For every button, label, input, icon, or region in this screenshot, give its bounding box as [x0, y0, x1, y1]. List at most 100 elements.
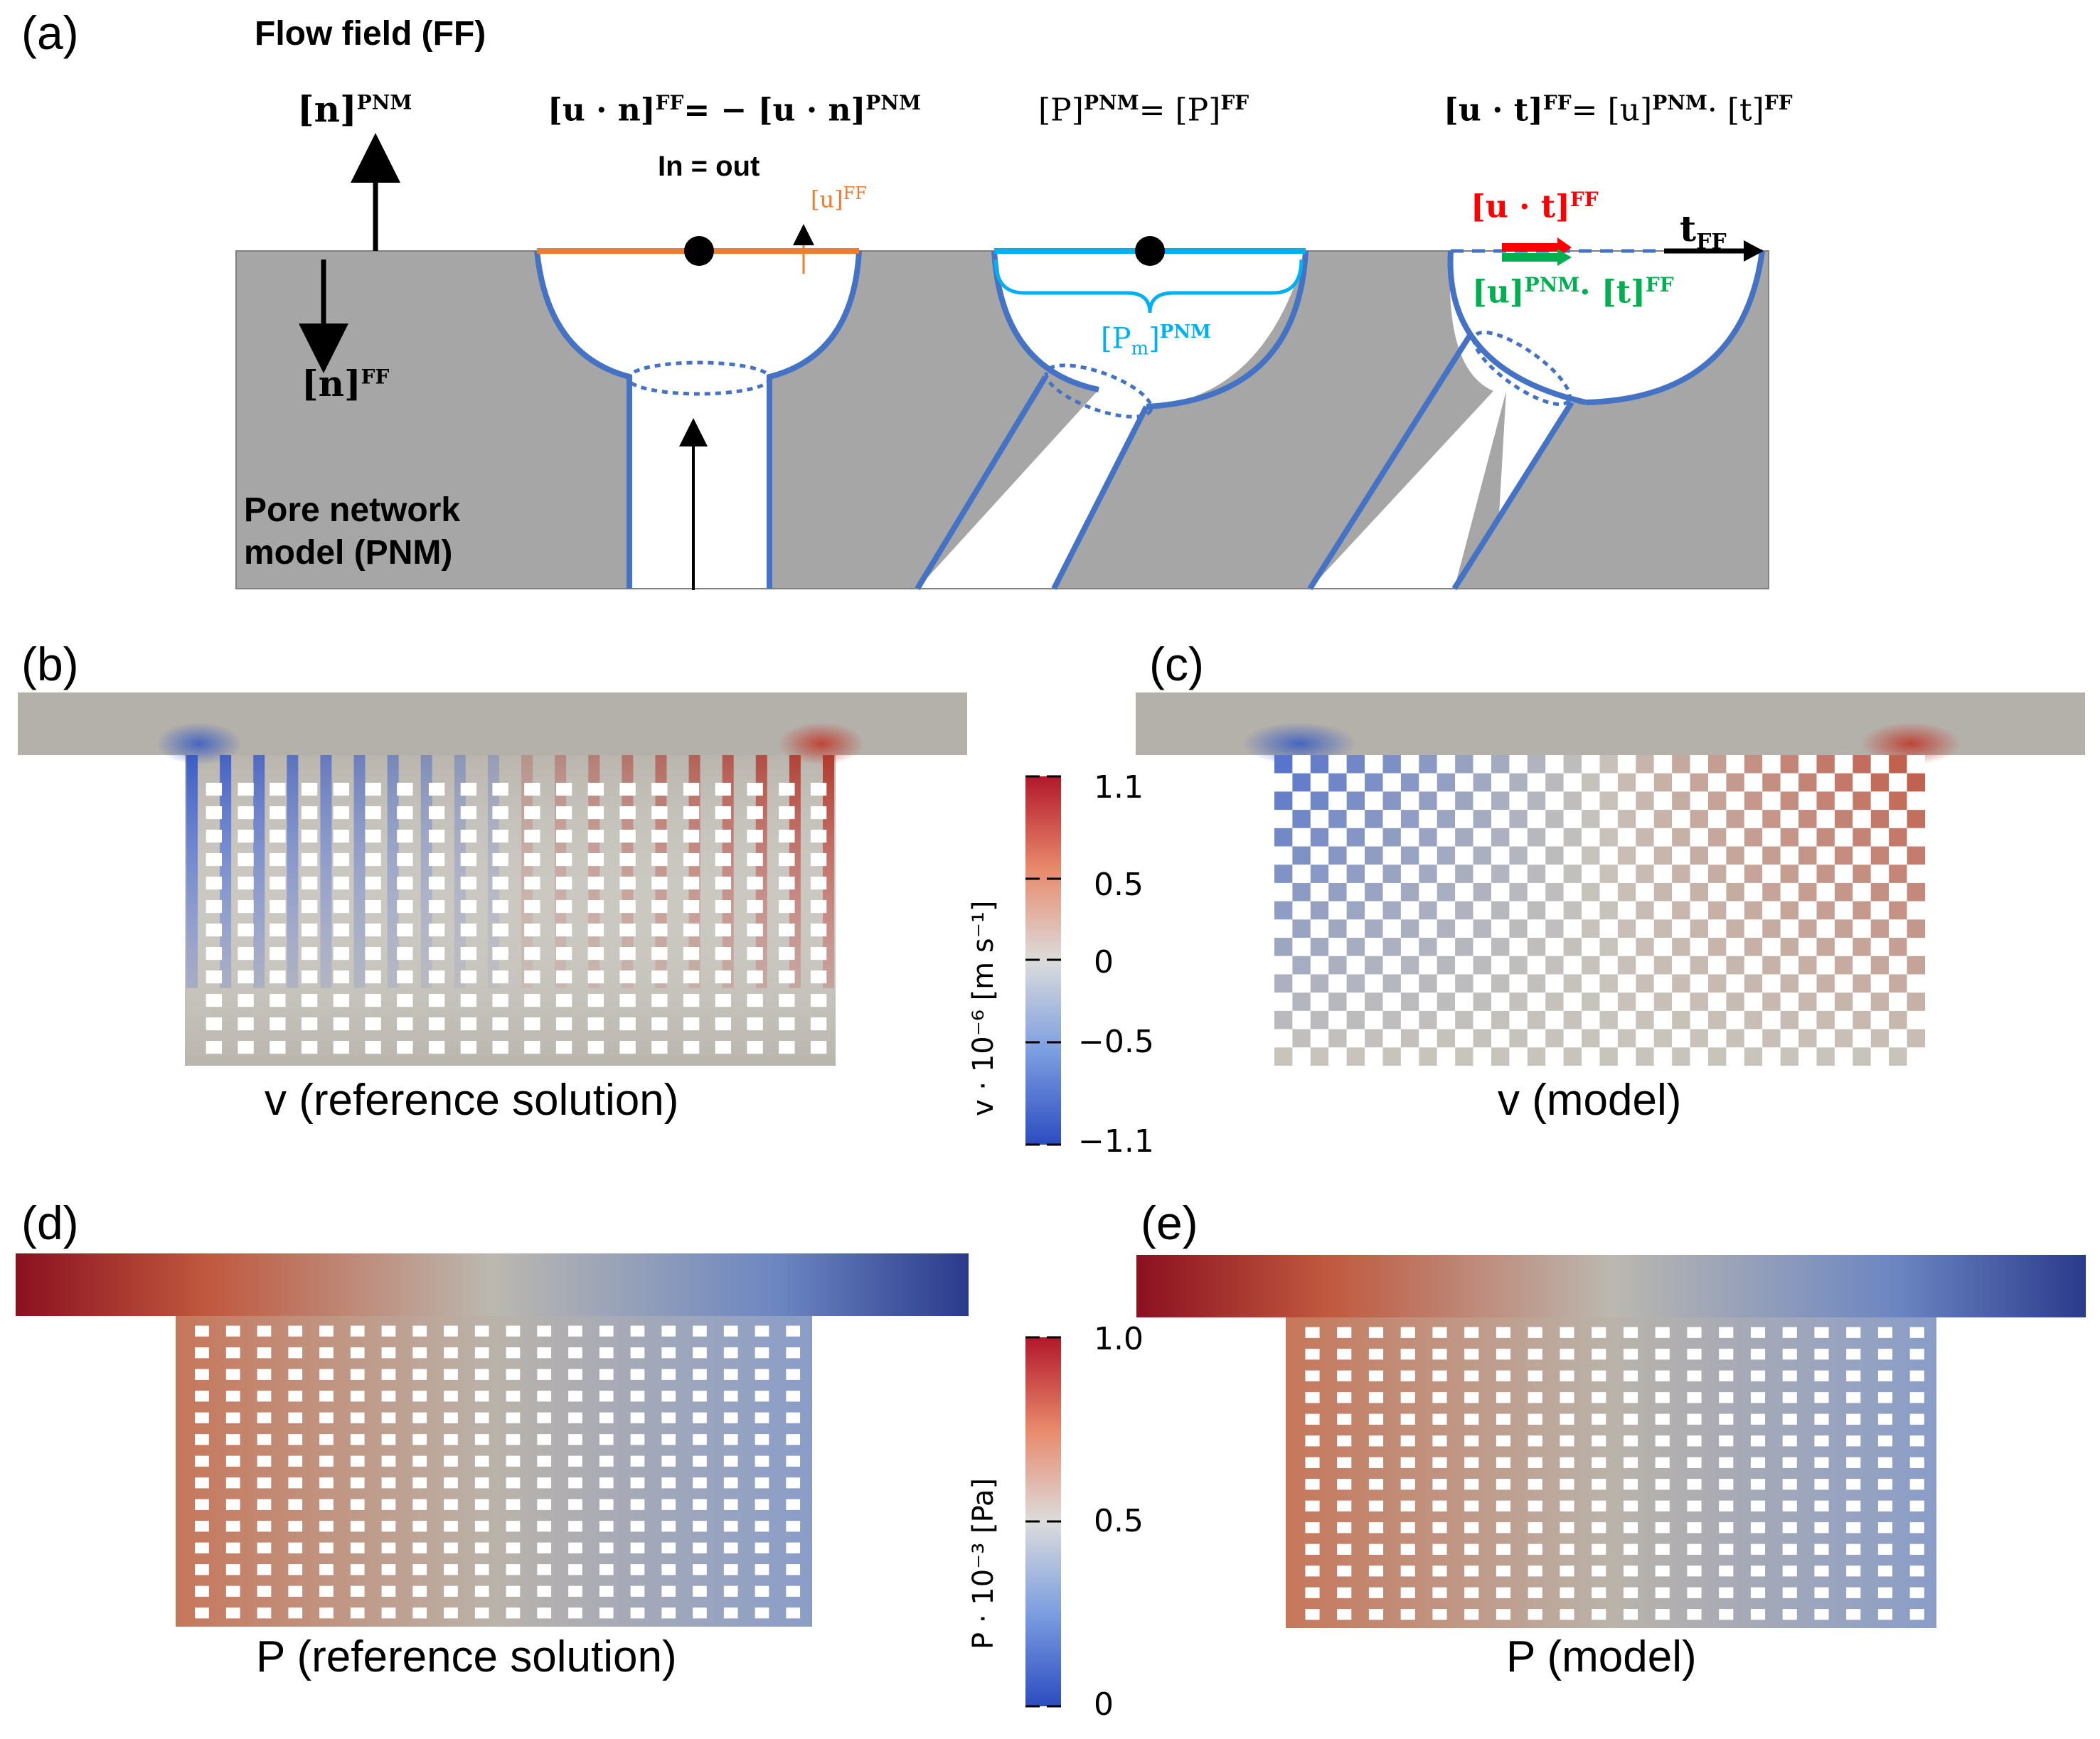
plot-e-solid-cell: [1877, 1609, 1893, 1620]
plot-c-solid-cell: [1599, 919, 1618, 938]
plot-c-solid-cell: [1509, 865, 1528, 883]
plot-c-cell: [1455, 1047, 1473, 1066]
plot-b-solid-cell: [206, 1017, 223, 1031]
plot-e-solid-cell: [1719, 1413, 1734, 1425]
plot-c-solid-cell: [1328, 1010, 1347, 1029]
plot-b-solid-cell: [365, 1017, 381, 1031]
plot-d-solid-cell: [412, 1455, 427, 1467]
plot-c-solid-cell: [1328, 901, 1347, 920]
eq2-right: = [P]: [1139, 92, 1221, 129]
plot-c-solid-cell: [1870, 901, 1890, 920]
plot-d-solid-cell: [257, 1585, 272, 1597]
plot-c-cell: [1292, 992, 1311, 1011]
plot-d-solid-cell: [444, 1521, 458, 1532]
plot-d-solid-cell: [599, 1347, 614, 1359]
plot-d-solid-cell: [444, 1369, 458, 1380]
plot-b-solid-cell: [428, 1017, 445, 1031]
plot-e-solid-cell: [1464, 1609, 1479, 1620]
plot-c-cell: [1400, 1029, 1419, 1048]
plot-c-cell: [1599, 828, 1618, 847]
plot-c-cell: [1708, 755, 1727, 774]
plot-c-solid-cell: [1382, 846, 1401, 865]
plot-d-solid-cell: [506, 1455, 521, 1467]
plot-b-solid-cell: [492, 994, 508, 1007]
plot-e-channel: [1136, 1255, 2086, 1317]
plot-b-solid-cell: [238, 994, 254, 1007]
cb-p-tick: 1.0: [1094, 1321, 1144, 1357]
plot-d-solid-cell: [319, 1391, 334, 1402]
plot-c-solid-cell: [1437, 1047, 1456, 1066]
plot-c-solid-cell: [1853, 919, 1871, 938]
plot-b-solid-cell: [747, 877, 763, 890]
plot-c-cell: [1744, 1047, 1763, 1066]
plot-b-solid-cell: [683, 970, 700, 984]
plot-b-solid-cell: [397, 830, 413, 843]
plot-c-cell: [1762, 1029, 1781, 1048]
plot-c-cell: [1491, 791, 1510, 810]
plot-e-solid-cell: [1560, 1522, 1574, 1534]
plot-b-solid-cell: [524, 947, 540, 961]
plot-b-solid-cell: [683, 830, 700, 843]
plot-e-solid-cell: [1305, 1457, 1320, 1468]
plot-c-solid-cell: [1599, 773, 1618, 792]
plot-c-cell: [1834, 810, 1853, 828]
plot-e-solid-cell: [1877, 1370, 1893, 1381]
pore2-outline-right: [1146, 250, 1308, 410]
plot-d-solid-cell: [412, 1347, 427, 1359]
plot-c-cell: [1617, 773, 1636, 792]
plot-c-solid-cell: [1816, 773, 1835, 792]
plot-c-solid-cell: [1834, 755, 1853, 774]
plot-c-cell: [1582, 919, 1600, 938]
plot-c-solid-cell: [1328, 974, 1347, 993]
plot-c-cell: [1816, 1010, 1835, 1029]
plot-c-solid-cell: [1419, 846, 1437, 865]
plot-c-cell: [1762, 882, 1781, 901]
plot-c-solid-cell: [1582, 865, 1600, 883]
plot-e-solid-cell: [1592, 1500, 1606, 1511]
plot-c-solid-cell: [1491, 1029, 1510, 1048]
plot-c-cell: [1563, 755, 1582, 774]
plot-c-cell: [1310, 901, 1329, 920]
plot-c-solid-cell: [1365, 901, 1383, 920]
plot-d-solid-cell: [537, 1455, 552, 1467]
plot-b-solid-cell: [555, 924, 572, 937]
plot-c-solid-cell: [1545, 755, 1564, 774]
plot-c-cell: [1455, 938, 1473, 956]
plot-c-solid-cell: [1328, 1047, 1347, 1066]
plot-e-solid-cell: [1528, 1349, 1542, 1360]
plot-e-solid-cell: [1592, 1413, 1606, 1425]
plot-d-solid-cell: [599, 1521, 614, 1532]
pore3-outline-left: [1447, 250, 1587, 405]
plot-c-solid-cell: [1563, 773, 1582, 792]
plot-c-cell: [1419, 901, 1437, 920]
plot-c-solid-cell: [1310, 773, 1329, 792]
eq1-left-sup: FF: [655, 91, 684, 114]
plot-e-solid-cell: [1846, 1392, 1861, 1403]
plot-b-solid-cell: [270, 783, 286, 796]
plot-c-solid-cell: [1292, 901, 1311, 920]
plot-b-solid-cell: [206, 970, 223, 984]
plot-d-solid-cell: [755, 1607, 769, 1619]
plot-b-solid-cell: [333, 830, 350, 843]
panel-letter-b: (b): [21, 638, 79, 690]
plot-c-cell: [1455, 828, 1473, 847]
plot-e-solid-cell: [1655, 1587, 1670, 1598]
plot-c-cell: [1726, 992, 1744, 1011]
plot-b-solid-cell: [206, 1041, 223, 1054]
plot-d-solid-cell: [474, 1369, 489, 1380]
plot-c-cell: [1907, 992, 1925, 1011]
plot-d-solid-cell: [599, 1607, 614, 1619]
plot-c-cell: [1455, 791, 1473, 810]
plot-d-solid-cell: [506, 1369, 521, 1380]
plot-d-solid-cell: [786, 1585, 801, 1597]
plot-d-solid-cell: [412, 1477, 427, 1489]
plot-c-cell: [1400, 919, 1419, 938]
plot-e-solid-cell: [1400, 1457, 1415, 1468]
plot-c-solid-cell: [1708, 992, 1727, 1011]
plot-c-cell: [1780, 865, 1799, 883]
plot-c-cell: [1527, 938, 1546, 956]
plot-e-solid-cell: [1305, 1479, 1320, 1490]
plot-c-cell: [1636, 938, 1654, 956]
plot-d-solid-cell: [288, 1521, 303, 1532]
